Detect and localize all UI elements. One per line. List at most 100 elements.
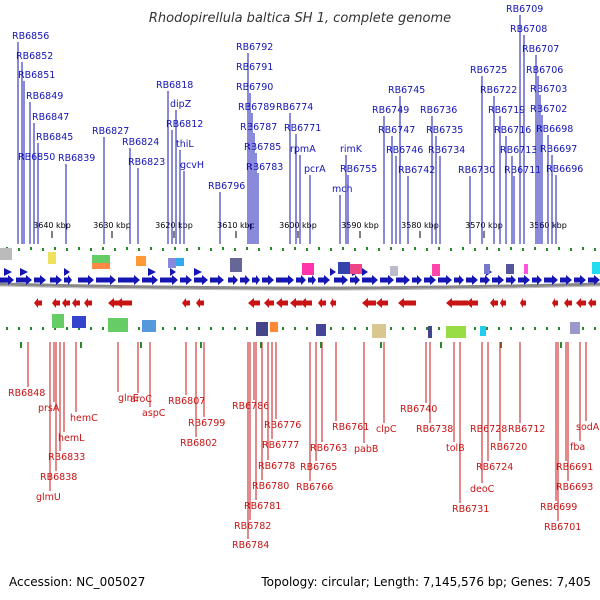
minor-tick-upper	[138, 248, 140, 251]
feature-box	[432, 264, 440, 276]
minor-tick-upper	[90, 248, 92, 251]
forward-gene-label: pcrA	[304, 164, 326, 175]
minor-tick-upper	[534, 247, 536, 250]
forward-gene-arrow	[0, 275, 14, 285]
forward-gene-label: gcvH	[180, 160, 204, 171]
minor-tick-upper	[114, 248, 116, 251]
minor-tick-lower	[210, 327, 212, 330]
minor-tick-upper	[150, 247, 152, 250]
minor-tick-upper	[18, 248, 20, 251]
minor-tick-lower	[354, 327, 356, 330]
forward-gene-label: RB6696	[546, 164, 583, 175]
reverse-gene-label: RB6693	[556, 482, 593, 493]
feature-box	[316, 324, 326, 336]
scale-tick-label: 3630 kbp	[93, 221, 131, 230]
forward-gene-arrow	[334, 275, 348, 285]
feature-box	[524, 264, 528, 274]
reverse-gene-arrow	[182, 298, 190, 308]
minor-tick-lower	[342, 327, 344, 330]
minor-tick-upper	[270, 247, 272, 250]
minor-tick-lower	[330, 327, 332, 330]
reverse-gene-arrow	[398, 298, 416, 308]
scale-tick-label: 3570 kbp	[465, 221, 503, 230]
reverse-gene-arrow	[116, 298, 132, 308]
forward-gene-arrow-small	[330, 268, 336, 276]
feature-box	[52, 314, 64, 328]
forward-gene-arrow	[480, 275, 490, 285]
reverse-gene-arrow	[196, 298, 204, 308]
reverse-gene-arrow	[490, 298, 498, 308]
minor-tick-upper	[366, 247, 368, 250]
reverse-gene-label: RB6712	[508, 424, 545, 435]
forward-gene-arrow	[396, 275, 410, 285]
forward-gene-label: RB6745	[388, 85, 425, 96]
reverse-gene-label: sodA	[576, 422, 600, 433]
backbone-shadow	[0, 285, 600, 291]
feature-boxes	[0, 248, 600, 338]
forward-gene-labels: RB6856 RB6852 RB6851 RB6849 RB6847 RB6845 RB68…	[12, 4, 583, 244]
minor-tick-lower	[78, 327, 80, 330]
forward-gene-arrow	[276, 275, 294, 285]
forward-gene-label: RB6703	[530, 84, 567, 95]
forward-gene-label: RB6711	[504, 165, 541, 176]
forward-gene-label: RB6791	[236, 62, 273, 73]
forward-gene-label: RB6707	[522, 44, 559, 55]
forward-gene-arrow	[210, 275, 224, 285]
forward-gene-label: RB6783	[246, 162, 283, 173]
forward-gene-label: RB6730	[458, 165, 495, 176]
reverse-gene-arrow	[446, 298, 468, 308]
forward-gene-arrow	[506, 275, 516, 285]
reverse-gene-arrow	[564, 298, 572, 308]
reverse-gene-label: RB6838	[40, 472, 77, 483]
forward-gene-label: RB6735	[426, 125, 463, 136]
reverse-gene-arrow	[330, 298, 336, 308]
feature-box	[270, 322, 278, 332]
forward-gene-label: RB6716	[494, 125, 531, 136]
reverse-gene-arrow	[264, 298, 274, 308]
reverse-gene-label: tolB	[446, 443, 465, 454]
minor-tick-lower	[234, 327, 236, 330]
minor-tick-lower	[402, 327, 404, 330]
forward-gene-arrow	[118, 275, 140, 285]
forward-gene-arrow	[180, 275, 192, 285]
forward-gene-label: RB6824	[122, 137, 159, 148]
major-tick-lower	[260, 342, 262, 348]
forward-gene-label: RB6785	[244, 142, 281, 153]
minor-tick-upper	[462, 247, 464, 250]
minor-tick-lower	[30, 327, 32, 330]
major-tick-lower	[440, 342, 442, 348]
minor-tick-lower	[438, 327, 440, 330]
scale-tick-label: 3640 kbp	[33, 221, 71, 230]
reverse-gene-label: RB6761	[332, 422, 369, 433]
minor-tick-lower	[498, 327, 500, 330]
minor-tick-upper	[402, 248, 404, 251]
forward-gene-label: mch	[332, 184, 353, 195]
feature-box	[484, 264, 490, 274]
reverse-gene-label: RB6786	[232, 401, 269, 412]
backbone-arc	[0, 282, 600, 290]
major-tick-lower	[200, 342, 202, 348]
reverse-gene-label: RB6777	[262, 440, 299, 451]
reverse-gene-label: aroC	[130, 394, 152, 405]
forward-gene-arrow	[412, 275, 422, 285]
minor-tick-lower	[138, 327, 140, 330]
forward-gene-label: RB6722	[480, 85, 517, 96]
reverse-gene-label: RB6699	[540, 502, 577, 513]
minor-tick-lower	[54, 327, 56, 330]
forward-gene-arrow	[560, 275, 572, 285]
forward-gene-label: RB6789	[238, 102, 275, 113]
minor-tick-upper	[54, 247, 56, 250]
forward-gene-arrow	[228, 275, 238, 285]
minor-tick-upper	[582, 247, 584, 250]
forward-gene-label: RB6709	[506, 4, 543, 15]
forward-gene-arrow-small	[64, 268, 70, 276]
forward-gene-label: RB6850	[18, 152, 55, 163]
forward-gene-label: RB6747	[378, 125, 415, 136]
feature-box	[592, 262, 600, 274]
reverse-strand-genes	[34, 298, 596, 308]
minor-tick-lower	[162, 327, 164, 330]
forward-gene-label: RB6749	[372, 105, 409, 116]
feature-box	[302, 263, 314, 275]
minor-tick-lower	[486, 327, 488, 330]
